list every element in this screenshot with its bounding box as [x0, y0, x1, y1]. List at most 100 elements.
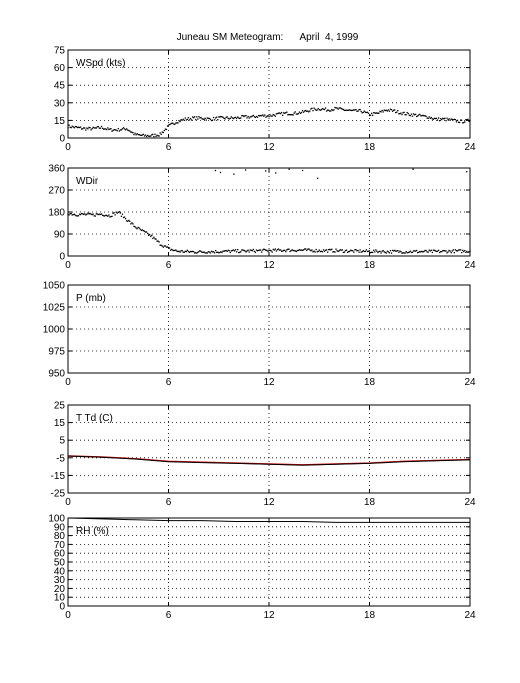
data-point [412, 250, 415, 252]
data-point [424, 115, 426, 117]
data-point [318, 249, 320, 251]
data-point [331, 108, 333, 111]
data-point [456, 250, 459, 252]
data-point [449, 250, 451, 252]
data-point [437, 117, 440, 119]
x-tick-label: 6 [166, 610, 172, 621]
data-point [119, 212, 122, 214]
data-point [232, 249, 235, 251]
data-point [458, 121, 461, 124]
data-point [283, 112, 285, 114]
data-point [262, 114, 264, 116]
data-point [242, 249, 244, 251]
data-point [239, 251, 241, 254]
data-point [286, 249, 288, 251]
data-point [448, 118, 450, 120]
data-point [458, 249, 461, 251]
data-point [166, 125, 169, 127]
data-point [310, 108, 312, 110]
data-point [99, 213, 102, 216]
data-point [292, 249, 294, 252]
data-point [468, 120, 470, 122]
data-point [454, 249, 457, 251]
data-point [432, 249, 435, 251]
data-point [171, 248, 173, 251]
data-point [168, 123, 171, 126]
data-point [232, 117, 235, 120]
data-point [456, 119, 459, 122]
data-point [148, 234, 150, 236]
y-tick-label: 100 [48, 514, 65, 525]
data-point [378, 250, 380, 253]
data-point [341, 108, 343, 110]
data-point [374, 112, 376, 114]
data-point [362, 249, 364, 252]
data-point [353, 251, 355, 253]
data-point [451, 250, 453, 252]
data-point [230, 250, 233, 252]
data-point [227, 117, 229, 120]
data-point [91, 213, 93, 216]
data-point [383, 109, 385, 111]
data-point [167, 246, 170, 249]
data-point [106, 128, 108, 131]
data-point [113, 128, 115, 131]
data-point [86, 127, 88, 129]
y-tick-label: 90 [54, 230, 66, 241]
data-point [418, 251, 420, 253]
data-point [93, 215, 95, 217]
data-point [94, 215, 96, 217]
data-point [322, 249, 325, 251]
data-point [298, 249, 301, 251]
data-point [164, 128, 167, 130]
data-point [412, 168, 414, 170]
y-tick-label: 70 [54, 540, 66, 551]
data-point [126, 128, 128, 130]
data-point [428, 116, 430, 118]
data-point [375, 112, 377, 114]
data-point [247, 115, 249, 118]
data-point [423, 250, 425, 253]
data-point [146, 134, 149, 137]
data-point [454, 118, 457, 121]
y-tick-label: 30 [54, 575, 66, 586]
data-point [189, 117, 192, 120]
y-tick-label: 180 [48, 208, 65, 219]
data-point [338, 107, 340, 109]
data-point [328, 109, 330, 111]
data-point [246, 117, 248, 119]
data-point [101, 214, 104, 217]
data-point [191, 250, 194, 253]
data-point [106, 214, 108, 217]
data-point [72, 126, 74, 128]
data-point [138, 227, 140, 229]
data-point [153, 135, 155, 138]
x-tick-label: 6 [166, 142, 172, 153]
data-point [79, 213, 82, 216]
data-point [102, 128, 105, 130]
data-point [159, 244, 161, 246]
data-point [312, 110, 314, 112]
data-point [303, 248, 306, 250]
data-point [360, 251, 362, 253]
data-point [75, 215, 78, 217]
data-point [252, 114, 254, 117]
data-point [119, 129, 122, 131]
data-point [118, 130, 120, 132]
data-point [447, 119, 449, 121]
data-point [354, 249, 356, 251]
data-point [382, 249, 384, 252]
data-point [323, 250, 326, 252]
y-tick-label: 10 [54, 593, 66, 604]
data-point [98, 213, 101, 215]
data-point [463, 250, 465, 253]
data-point [359, 249, 361, 251]
data-point [100, 213, 103, 215]
data-point [196, 116, 198, 118]
data-point [388, 252, 391, 254]
data-point [308, 111, 310, 113]
data-point [282, 114, 284, 116]
data-point [78, 213, 81, 215]
data-point [377, 112, 379, 114]
data-point [203, 251, 205, 253]
